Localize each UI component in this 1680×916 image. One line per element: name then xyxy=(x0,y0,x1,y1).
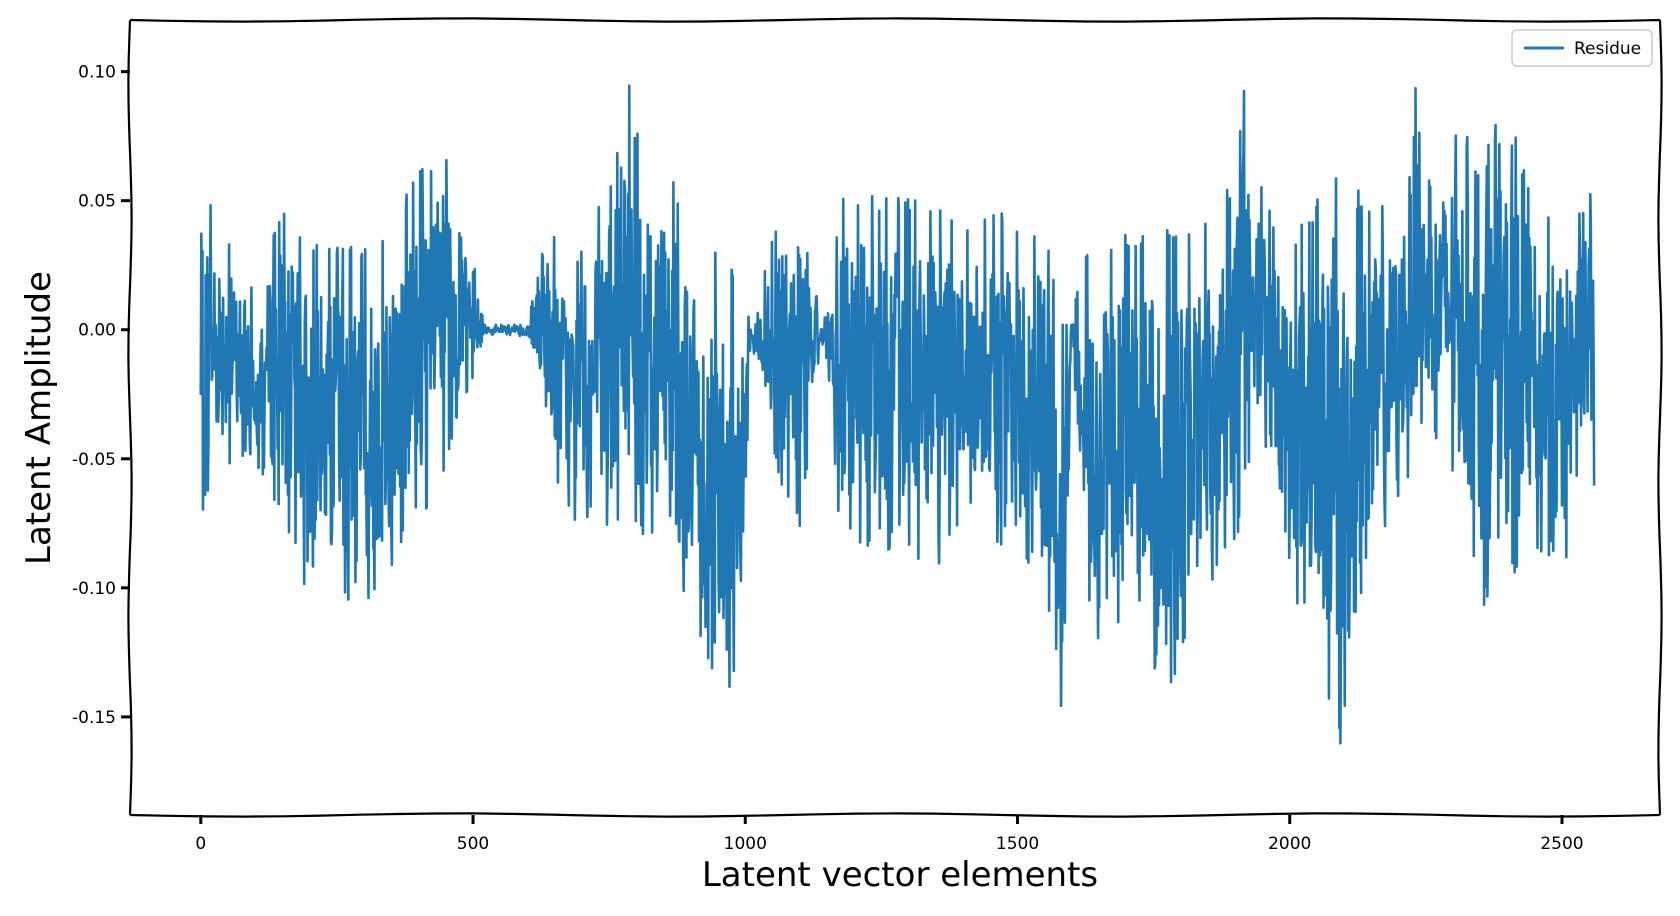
y-tick-label: 0.00 xyxy=(78,321,116,341)
y-tick-label: -0.05 xyxy=(72,450,116,470)
x-tick-label: 2500 xyxy=(1540,834,1583,854)
y-tick-label: -0.10 xyxy=(72,579,116,599)
y-tick-label: 0.10 xyxy=(78,63,116,83)
y-tick-label: 0.05 xyxy=(78,192,116,212)
plot-frame xyxy=(127,17,1663,818)
series-line-residue xyxy=(199,84,1596,745)
x-tick-label: 1000 xyxy=(724,834,767,854)
x-tick-label: 500 xyxy=(457,834,489,854)
legend-label-residue: Residue xyxy=(1574,39,1641,59)
legend-box xyxy=(1511,29,1653,67)
y-axis-label: Latent Amplitude xyxy=(19,271,59,565)
legend: Residue xyxy=(1511,29,1653,67)
x-axis-label: Latent vector elements xyxy=(702,855,1098,895)
y-tick-label: -0.15 xyxy=(72,708,116,728)
x-tick-label: 1500 xyxy=(996,834,1039,854)
series-layer xyxy=(199,84,1596,745)
x-tick-label: 2000 xyxy=(1268,834,1311,854)
y-axis-ticks: 0.10 0.05 0.00 -0.05 -0.10 -0.15 xyxy=(72,63,130,728)
x-axis-ticks: 0 500 1000 1500 2000 2500 xyxy=(195,815,1584,854)
x-tick-label: 0 xyxy=(195,834,206,854)
